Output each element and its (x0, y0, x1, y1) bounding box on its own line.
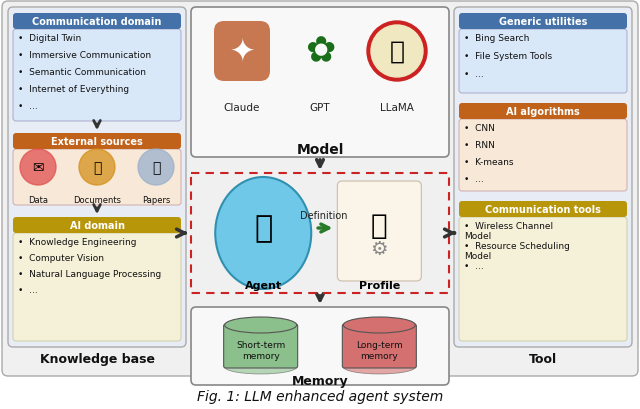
Text: Generic utilities: Generic utilities (499, 17, 587, 27)
Text: ✦: ✦ (229, 37, 255, 66)
Ellipse shape (215, 178, 311, 289)
Text: AI algorithms: AI algorithms (506, 107, 580, 117)
Text: •  CNN: • CNN (464, 124, 495, 133)
Text: External sources: External sources (51, 137, 143, 147)
Text: Agent: Agent (244, 280, 282, 290)
Text: Profile: Profile (358, 280, 400, 290)
FancyBboxPatch shape (342, 324, 417, 368)
Text: •  Internet of Everything: • Internet of Everything (18, 85, 129, 94)
Text: ⚙: ⚙ (371, 240, 388, 259)
Text: •  Bing Search: • Bing Search (464, 34, 529, 43)
Text: Memory: Memory (292, 375, 348, 388)
Text: Knowledge base: Knowledge base (40, 352, 154, 365)
Circle shape (79, 150, 115, 186)
Text: •  ...: • ... (464, 261, 484, 270)
Text: •  Immersive Communication: • Immersive Communication (18, 51, 151, 60)
Text: Communication tools: Communication tools (485, 204, 601, 214)
Text: Definition: Definition (300, 211, 347, 220)
FancyBboxPatch shape (214, 22, 270, 82)
Bar (191, 173, 449, 293)
Text: Long-term
memory: Long-term memory (356, 340, 403, 360)
Text: Tool: Tool (529, 352, 557, 365)
Text: •  ...: • ... (18, 102, 38, 111)
Text: •  ...: • ... (464, 175, 484, 184)
Circle shape (138, 150, 174, 186)
Text: •  ...: • ... (18, 285, 38, 294)
Text: Claude: Claude (224, 103, 260, 113)
Text: Short-term
memory: Short-term memory (236, 340, 285, 360)
Text: ✿: ✿ (305, 35, 335, 69)
Text: Model: Model (296, 143, 344, 157)
Text: 🤖: 🤖 (254, 214, 273, 243)
FancyBboxPatch shape (191, 8, 449, 157)
Text: Fig. 1: LLM enhanced agent system: Fig. 1: LLM enhanced agent system (197, 389, 443, 403)
Text: Communication domain: Communication domain (32, 17, 162, 27)
Text: •  Computer Vision: • Computer Vision (18, 254, 104, 262)
Text: 📁: 📁 (93, 161, 101, 175)
Text: •  Resource Scheduling
Model: • Resource Scheduling Model (464, 241, 570, 261)
Text: 🦙: 🦙 (390, 40, 404, 64)
Circle shape (290, 22, 350, 82)
FancyBboxPatch shape (13, 218, 181, 234)
Text: GPT: GPT (310, 103, 330, 113)
FancyBboxPatch shape (191, 307, 449, 385)
FancyBboxPatch shape (13, 234, 181, 341)
FancyBboxPatch shape (13, 134, 181, 150)
FancyBboxPatch shape (459, 120, 627, 191)
Ellipse shape (343, 360, 415, 374)
FancyBboxPatch shape (459, 14, 627, 30)
Text: •  Knowledge Engineering: • Knowledge Engineering (18, 237, 136, 246)
Circle shape (367, 22, 427, 82)
Text: Data: Data (28, 196, 48, 204)
FancyBboxPatch shape (8, 8, 186, 347)
FancyBboxPatch shape (223, 324, 298, 368)
Text: •  K-means: • K-means (464, 157, 513, 166)
Text: •  Semantic Communication: • Semantic Communication (18, 68, 146, 77)
Text: •  RNN: • RNN (464, 141, 495, 150)
FancyBboxPatch shape (459, 30, 627, 94)
Text: ✉: ✉ (32, 161, 44, 175)
Text: 🖥: 🖥 (371, 211, 388, 239)
Text: AI domain: AI domain (70, 220, 125, 230)
Text: LLaMA: LLaMA (380, 103, 414, 113)
FancyBboxPatch shape (459, 202, 627, 218)
FancyBboxPatch shape (13, 30, 181, 122)
Circle shape (20, 150, 56, 186)
Ellipse shape (343, 317, 415, 333)
Ellipse shape (225, 317, 297, 333)
Text: •  Digital Twin: • Digital Twin (18, 34, 81, 43)
Text: 📊: 📊 (152, 161, 160, 175)
Text: •  Wireless Channel
Model: • Wireless Channel Model (464, 221, 553, 241)
Text: Documents: Documents (73, 196, 121, 204)
Text: •  File System Tools: • File System Tools (464, 52, 552, 61)
Circle shape (371, 26, 423, 78)
Text: •  ...: • ... (464, 70, 484, 79)
FancyBboxPatch shape (454, 8, 632, 347)
FancyBboxPatch shape (2, 2, 638, 376)
FancyBboxPatch shape (337, 182, 421, 281)
FancyBboxPatch shape (459, 218, 627, 341)
FancyBboxPatch shape (13, 14, 181, 30)
Text: •  Natural Language Processing: • Natural Language Processing (18, 270, 161, 278)
Text: Papers: Papers (142, 196, 170, 204)
FancyBboxPatch shape (459, 104, 627, 120)
FancyBboxPatch shape (13, 150, 181, 205)
Ellipse shape (225, 360, 297, 374)
